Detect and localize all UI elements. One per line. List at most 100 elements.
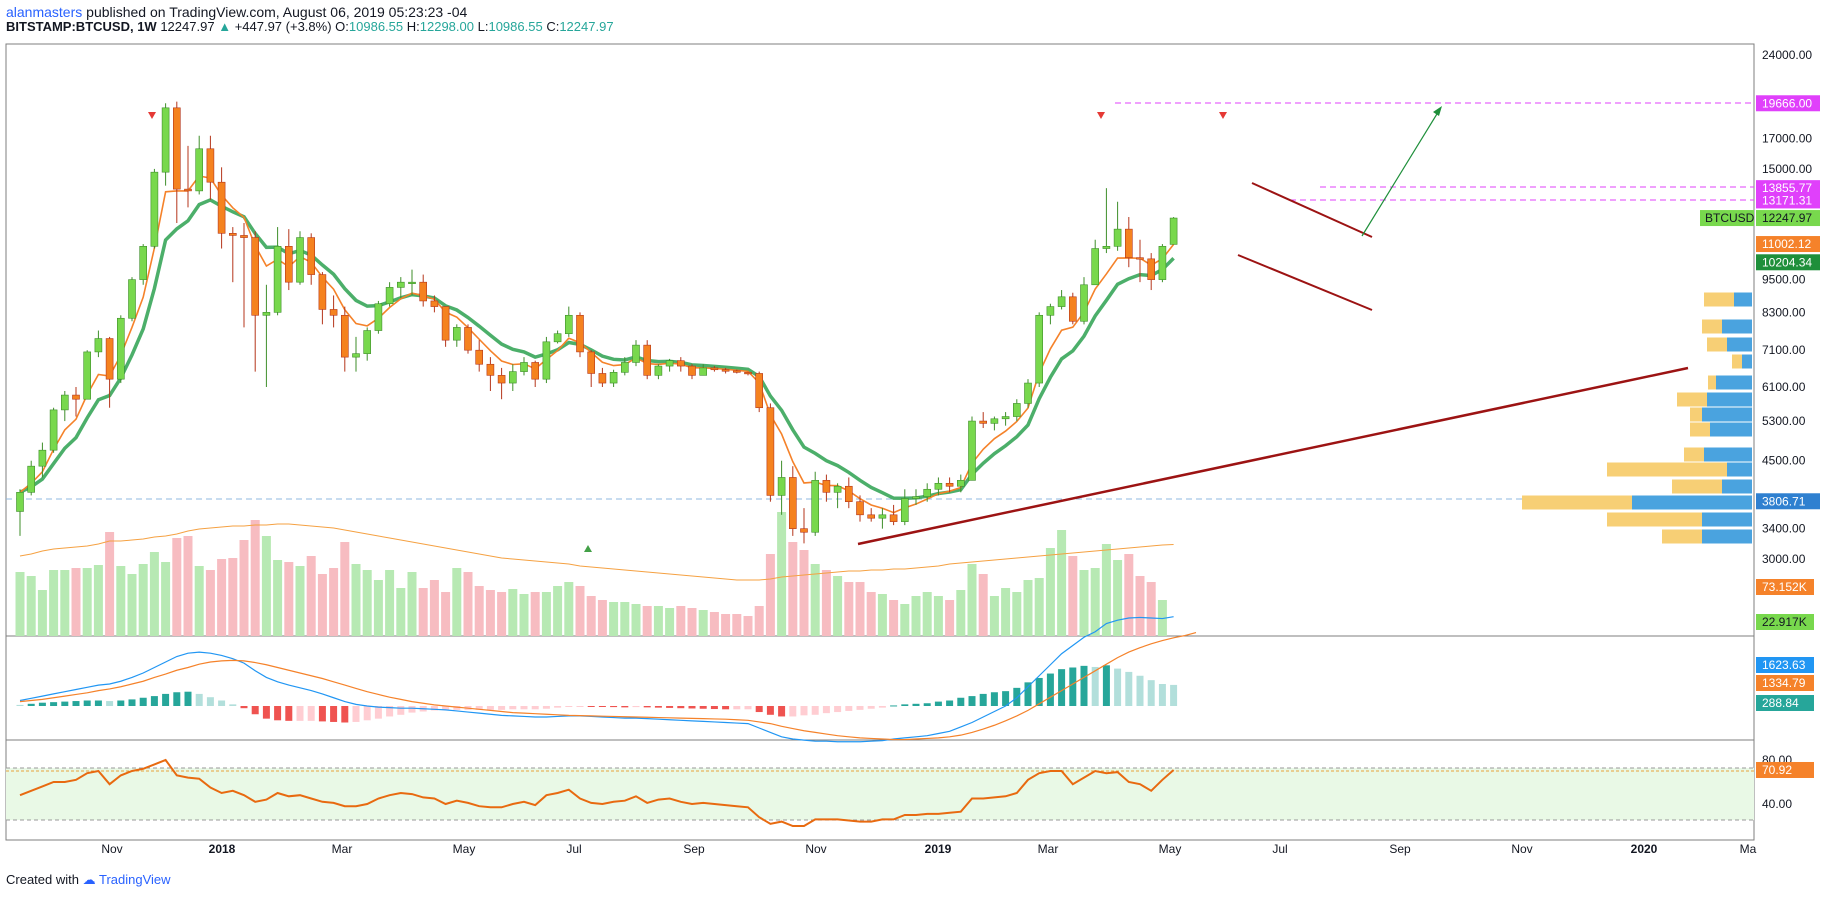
candle-body[interactable] [60, 394, 69, 411]
time-axis[interactable]: Nov 2018 Mar May Jul Sep Nov 2019 Mar May Jul Sep No… [101, 842, 1756, 856]
candle-body[interactable] [1069, 296, 1077, 322]
candle-body[interactable] [352, 353, 360, 358]
trendline-long-support[interactable] [857, 366, 1689, 546]
candle-body[interactable] [1158, 246, 1167, 280]
candle-body[interactable] [1001, 416, 1010, 420]
tradingview-brand[interactable]: TradingView [99, 872, 171, 887]
candle-body[interactable] [811, 480, 820, 533]
candle-body[interactable] [1136, 257, 1144, 260]
candle-body[interactable] [229, 233, 237, 236]
candle-body[interactable] [161, 107, 170, 173]
candle-body[interactable] [833, 485, 842, 493]
candle-body[interactable] [1057, 296, 1066, 307]
candle-body[interactable] [296, 237, 304, 283]
candle-body[interactable] [956, 480, 965, 487]
tradingview-logo-icon[interactable]: ☁ [82, 872, 96, 887]
candle-body[interactable] [1169, 217, 1178, 245]
projection-arrow[interactable] [1361, 108, 1441, 237]
candle-body[interactable] [844, 485, 853, 503]
candle-body[interactable] [318, 274, 327, 310]
candles[interactable] [16, 101, 1178, 544]
channel-upper-line[interactable] [1251, 182, 1373, 238]
channel-lower-line[interactable] [1237, 254, 1373, 311]
candle-body[interactable] [139, 246, 147, 280]
candle-body[interactable] [430, 300, 439, 307]
candle-body[interactable] [632, 344, 640, 363]
candle-body[interactable] [27, 465, 36, 493]
candle-body[interactable] [1125, 228, 1133, 258]
candle-body[interactable] [553, 333, 562, 343]
candle-body[interactable] [934, 482, 943, 490]
candle-body[interactable] [195, 148, 203, 192]
candle-body[interactable] [777, 477, 786, 496]
candle-body[interactable] [184, 188, 192, 192]
candle-body[interactable] [262, 312, 271, 316]
candle-body[interactable] [284, 246, 293, 283]
candle-body[interactable] [699, 367, 708, 376]
candle-body[interactable] [968, 420, 976, 481]
price-axis[interactable]: 24000.00 17000.00 15000.00 9500.00 8300.00 71… [1700, 48, 1820, 811]
candle-body[interactable] [822, 480, 831, 493]
macd-pane[interactable] [5, 635, 1755, 741]
candle-body[interactable] [374, 303, 383, 331]
candle-body[interactable] [587, 351, 596, 374]
candle-body[interactable] [1046, 306, 1055, 316]
candle-body[interactable] [385, 287, 394, 305]
candle-body[interactable] [273, 246, 282, 313]
candle-body[interactable] [1035, 314, 1043, 384]
candle-body[interactable] [788, 477, 797, 529]
candle-body[interactable] [16, 492, 24, 512]
candle-body[interactable] [945, 482, 954, 487]
candle-body[interactable] [452, 327, 461, 341]
candle-body[interactable] [1080, 284, 1088, 322]
candle-body[interactable] [721, 369, 730, 372]
candle-body[interactable] [867, 514, 876, 519]
candle-body[interactable] [441, 306, 450, 341]
candle-body[interactable] [475, 349, 484, 365]
candle-body[interactable] [900, 498, 909, 522]
candle-body[interactable] [217, 181, 226, 234]
author-link[interactable]: alanmasters [6, 4, 83, 20]
candle-body[interactable] [542, 341, 551, 380]
candle-body[interactable] [912, 496, 920, 499]
candle-body[interactable] [598, 373, 607, 384]
candle-body[interactable] [654, 365, 663, 376]
candle-body[interactable] [508, 371, 517, 384]
candle-body[interactable] [94, 338, 103, 353]
candle-body[interactable] [128, 279, 136, 319]
candle-body[interactable] [609, 372, 618, 384]
candle-body[interactable] [766, 407, 775, 496]
candle-body[interactable] [363, 330, 372, 354]
candle-body[interactable] [251, 237, 259, 316]
candle-body[interactable] [1091, 248, 1099, 286]
candle-body[interactable] [856, 501, 864, 516]
candle-body[interactable] [173, 107, 181, 190]
candle-body[interactable] [117, 317, 125, 380]
candle-body[interactable] [307, 237, 316, 275]
candle-body[interactable] [665, 360, 674, 367]
candle-body[interactable] [49, 409, 58, 451]
candle-body[interactable] [520, 362, 528, 372]
candle-body[interactable] [979, 420, 988, 424]
candle-body[interactable] [676, 360, 685, 367]
candle-body[interactable] [240, 235, 248, 238]
candle-body[interactable] [643, 344, 652, 376]
candle-body[interactable] [464, 327, 472, 351]
candle-body[interactable] [419, 281, 428, 302]
candle-body[interactable] [1102, 246, 1111, 249]
candle-body[interactable] [1147, 258, 1155, 280]
candle-body[interactable] [990, 418, 999, 424]
candle-body[interactable] [396, 281, 405, 288]
candle-body[interactable] [710, 367, 719, 371]
candle-body[interactable] [576, 314, 584, 353]
candle-body[interactable] [878, 514, 887, 519]
candle-body[interactable] [744, 372, 752, 375]
candle-body[interactable] [564, 314, 573, 335]
candle-body[interactable] [150, 171, 159, 247]
candle-body[interactable] [1024, 382, 1032, 404]
candle-body[interactable] [408, 281, 416, 284]
candle-body[interactable] [923, 488, 932, 497]
candle-body[interactable] [755, 373, 764, 409]
candle-body[interactable] [72, 394, 80, 400]
